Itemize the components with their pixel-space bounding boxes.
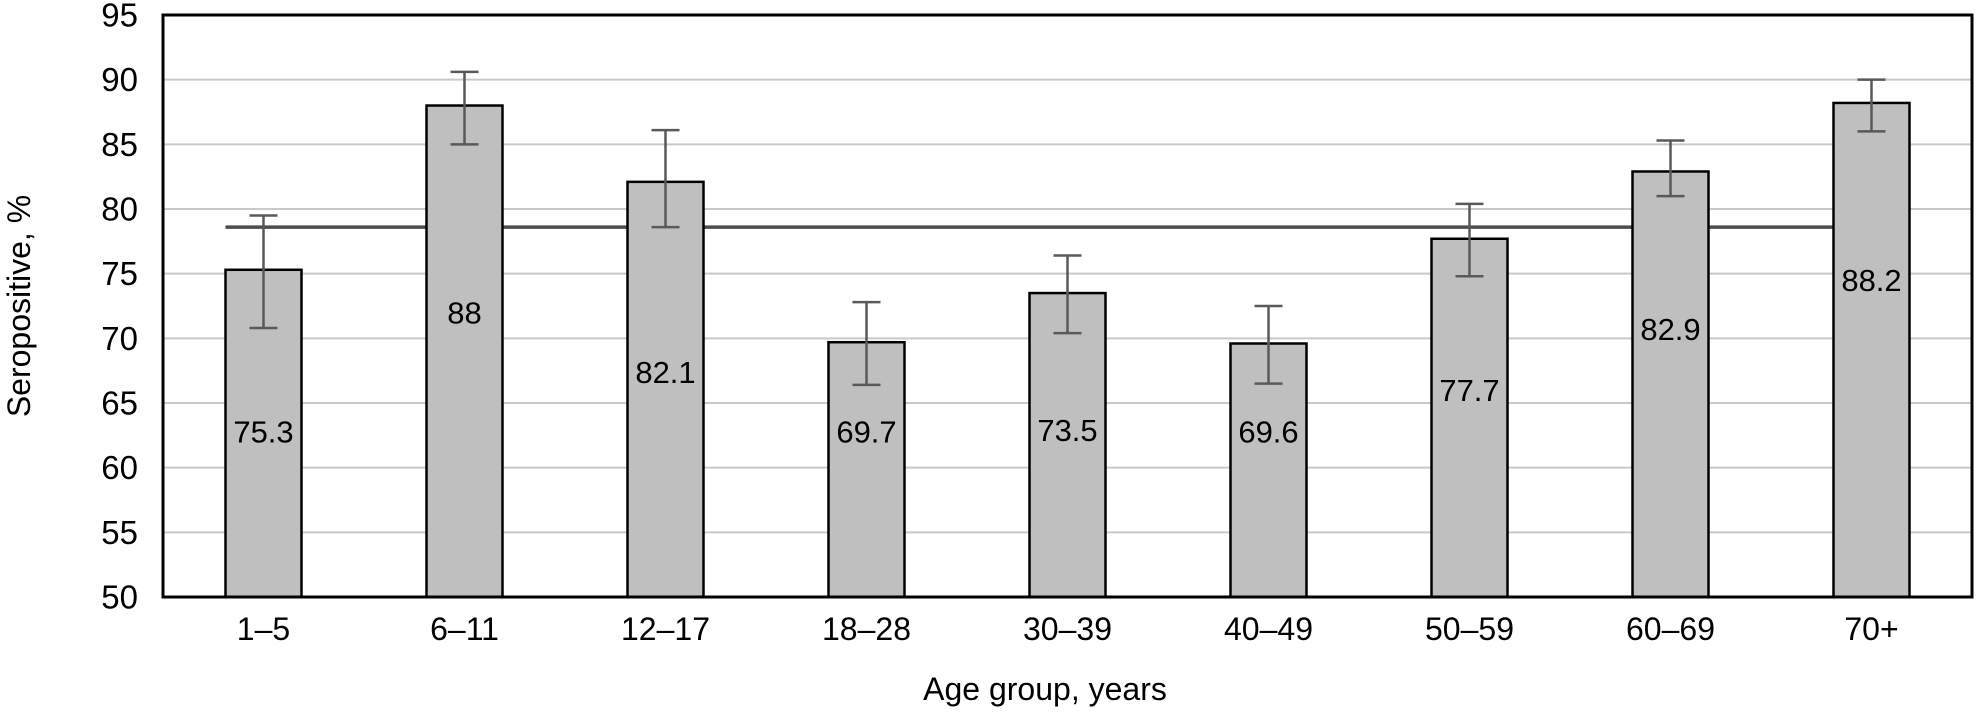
- error-bar-40–49: [1254, 304, 1283, 385]
- x-tick-label: 12–17: [621, 611, 710, 647]
- bar-value-label: 82.1: [635, 355, 695, 390]
- plot-border: [161, 13, 1974, 599]
- y-tick-label: 50: [101, 579, 138, 616]
- error-bar-18–28: [852, 300, 881, 387]
- y-tick-label: 70: [101, 320, 138, 357]
- bar-60–69: [1631, 170, 1710, 599]
- error-bar-70+: [1857, 78, 1886, 133]
- x-tick-label: 60–69: [1626, 611, 1715, 647]
- y-tick-label: 80: [101, 191, 138, 228]
- bar-value-label: 69.7: [836, 414, 896, 449]
- bar-value-label: 69.6: [1238, 414, 1298, 449]
- bar-12–17: [626, 180, 705, 599]
- y-tick-label: 55: [101, 514, 138, 551]
- bar-value-label: 82.9: [1640, 312, 1700, 347]
- error-bar-30–39: [1053, 254, 1082, 335]
- x-tick-label: 70+: [1844, 611, 1898, 647]
- x-axis-title: Age group, years: [923, 671, 1167, 707]
- error-bar-1–5: [249, 214, 278, 330]
- x-tick-label: 40–49: [1224, 611, 1313, 647]
- error-bar-6–11: [450, 70, 479, 146]
- bar-value-label: 73.5: [1037, 413, 1097, 448]
- error-bar-50–59: [1455, 202, 1484, 278]
- y-tick-label: 90: [101, 61, 138, 98]
- error-bar-60–69: [1656, 139, 1685, 198]
- bar-6–11: [425, 104, 504, 599]
- y-tick-label: 60: [101, 449, 138, 486]
- x-tick-label: 1–5: [237, 611, 290, 647]
- x-tick-label: 6–11: [430, 611, 499, 647]
- x-tick-label: 18–28: [822, 611, 911, 647]
- y-tick-label: 85: [101, 126, 138, 163]
- y-tick-label: 95: [101, 0, 138, 34]
- x-tick-label: 30–39: [1023, 611, 1112, 647]
- y-tick-label: 75: [101, 255, 138, 292]
- bar-value-label: 77.7: [1439, 373, 1499, 408]
- plot-area: 75.3 1–5 88 6–11 82.1 12–17 69.7 18–28 73.5 30–39…: [101, 0, 1974, 647]
- bar-value-label: 88.2: [1841, 263, 1901, 298]
- bar-value-label: 88: [447, 295, 481, 330]
- bar-70+: [1832, 101, 1911, 599]
- bar-value-label: 75.3: [233, 414, 293, 449]
- y-axis-title: Seropositive, %: [1, 195, 37, 417]
- y-tick-label: 65: [101, 385, 138, 422]
- bar-50–59: [1430, 237, 1509, 599]
- x-tick-label: 50–59: [1425, 611, 1514, 647]
- error-bar-12–17: [651, 128, 680, 229]
